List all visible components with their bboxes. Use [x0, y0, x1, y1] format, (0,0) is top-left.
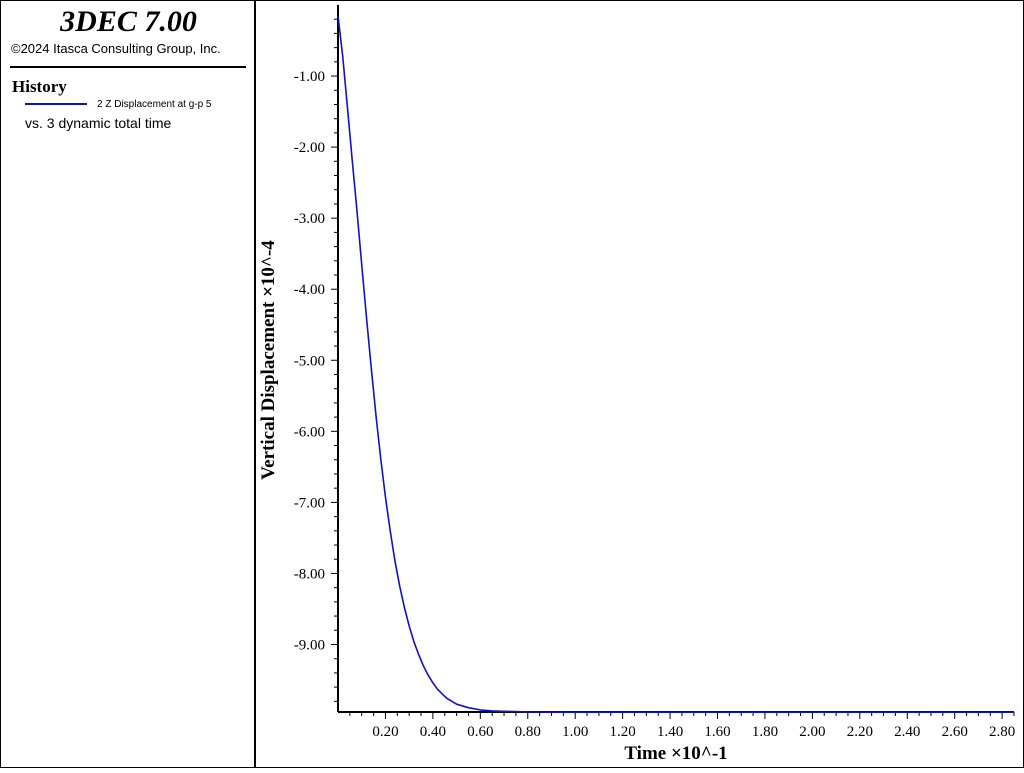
plot-area: 0.20 0.40 0.60 0.80 1.00 1.20 1.40 1.60 1.80 2.00…: [258, 0, 1024, 768]
history-chart: 0.20 0.40 0.60 0.80 1.00 1.20 1.40 1.60 1.80 2.00…: [258, 5, 1015, 764]
divider: [10, 66, 246, 68]
x-tick-label: 2.20: [847, 724, 873, 740]
y-tick-label: -7.00: [294, 495, 325, 511]
y-tick-label: -2.00: [294, 140, 325, 156]
y-tick-label: -4.00: [294, 282, 325, 298]
y-tick-label: -5.00: [294, 353, 325, 369]
x-axis-label: Time ×10^-1: [624, 743, 727, 764]
x-tick-label: 2.60: [942, 724, 968, 740]
y-tick-label: -9.00: [294, 637, 325, 653]
x-tick-label: 1.80: [752, 724, 778, 740]
series-line-z-displacement: [337, 15, 1014, 714]
history-heading: History: [12, 77, 67, 96]
legend-series-swatch: [25, 103, 87, 105]
x-tick-label: 0.80: [515, 724, 541, 740]
x-tick-label: 0.40: [420, 724, 446, 740]
legend-panel: 3DEC 7.00 ©2024 Itasca Consulting Group,…: [1, 1, 256, 767]
y-tick-label: -3.00: [294, 211, 325, 227]
x-tick-label: 0.20: [372, 724, 398, 740]
x-tick-label: 1.40: [657, 724, 683, 740]
y-tick-label: -6.00: [294, 424, 325, 440]
copyright-text: ©2024 Itasca Consulting Group, Inc.: [11, 41, 221, 56]
legend-vs-label: vs. 3 dynamic total time: [25, 115, 172, 131]
x-tick-label: 2.40: [894, 724, 920, 740]
legend-series-label: 2 Z Displacement at g-p 5: [97, 99, 212, 110]
app-title: 3DEC 7.00: [60, 5, 197, 38]
x-tick-label: 2.00: [799, 724, 825, 740]
x-tick-label: 0.60: [467, 724, 493, 740]
y-tick-label: -8.00: [294, 566, 325, 582]
x-tick-label: 2.80: [989, 724, 1015, 740]
x-tick-label: 1.00: [562, 724, 588, 740]
x-tick-label: 1.60: [704, 724, 730, 740]
x-tick-label: 1.20: [610, 724, 636, 740]
y-tick-label: -1.00: [294, 69, 325, 85]
y-axis-label: Vertical Displacement ×10^-4: [258, 240, 279, 480]
